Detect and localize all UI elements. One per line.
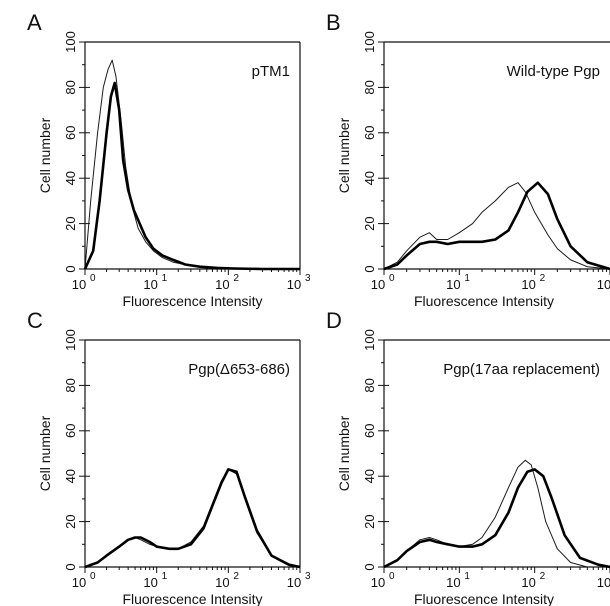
x-tick-label: 10 bbox=[521, 575, 535, 590]
y-tick-label: 20 bbox=[362, 514, 377, 528]
y-tick-label: 40 bbox=[362, 171, 377, 185]
y-tick-label: 0 bbox=[63, 563, 78, 570]
y-tick-label: 80 bbox=[362, 80, 377, 94]
x-tick-exponent: 1 bbox=[162, 273, 168, 284]
y-tick-label: 40 bbox=[362, 469, 377, 483]
y-tick-label: 40 bbox=[63, 469, 78, 483]
x-tick-label: 10 bbox=[72, 277, 86, 292]
y-tick-label: 60 bbox=[63, 424, 78, 438]
x-tick-label: 10 bbox=[143, 575, 157, 590]
panel-letter: C bbox=[27, 308, 43, 333]
y-tick-label: 60 bbox=[63, 126, 78, 140]
panel-label: Wild-type Pgp bbox=[507, 63, 600, 80]
x-tick-label: 10 bbox=[446, 575, 460, 590]
y-tick-label: 0 bbox=[63, 265, 78, 272]
y-tick-label: 80 bbox=[63, 80, 78, 94]
x-tick-exponent: 1 bbox=[464, 571, 470, 582]
x-tick-exponent: 0 bbox=[389, 571, 395, 582]
x-tick-exponent: 1 bbox=[162, 571, 168, 582]
panel-label: pTM1 bbox=[252, 63, 290, 80]
panel-letter: D bbox=[326, 308, 342, 333]
x-tick-label: 10 bbox=[521, 277, 535, 292]
x-axis-title: Fluorescence Intensity bbox=[122, 591, 262, 606]
series-line-thick bbox=[83, 81, 300, 271]
y-tick-label: 100 bbox=[362, 31, 377, 53]
x-tick-label: 10 bbox=[371, 277, 385, 292]
x-tick-label: 10 bbox=[143, 277, 157, 292]
x-tick-exponent: 2 bbox=[540, 571, 546, 582]
x-axis-title: Fluorescence Intensity bbox=[414, 293, 554, 309]
x-tick-label: 10 bbox=[446, 277, 460, 292]
y-tick-label: 40 bbox=[63, 171, 78, 185]
series-line-thin bbox=[84, 468, 301, 568]
x-tick-label: 10 bbox=[371, 575, 385, 590]
y-axis-title: Cell number bbox=[37, 415, 53, 491]
x-tick-label: 10 bbox=[597, 277, 610, 292]
y-axis-title: Cell number bbox=[336, 117, 352, 193]
x-tick-exponent: 0 bbox=[90, 571, 96, 582]
x-tick-exponent: 3 bbox=[305, 273, 311, 284]
x-tick-exponent: 0 bbox=[90, 273, 96, 284]
panel-label: Pgp(17aa replacement) bbox=[443, 361, 600, 378]
y-tick-label: 100 bbox=[362, 329, 377, 351]
y-tick-label: 60 bbox=[362, 424, 377, 438]
x-tick-label: 10 bbox=[72, 575, 86, 590]
x-axis-title: Fluorescence Intensity bbox=[122, 293, 262, 309]
x-tick-exponent: 1 bbox=[464, 273, 470, 284]
x-tick-label: 10 bbox=[215, 575, 229, 590]
y-tick-label: 80 bbox=[63, 378, 78, 392]
y-tick-label: 20 bbox=[63, 514, 78, 528]
y-tick-label: 20 bbox=[362, 216, 377, 230]
series-line-thick bbox=[383, 181, 610, 271]
series-line-thin bbox=[383, 459, 610, 568]
y-axis-title: Cell number bbox=[336, 415, 352, 491]
y-tick-label: 0 bbox=[362, 563, 377, 570]
x-tick-label: 10 bbox=[597, 575, 610, 590]
y-tick-label: 60 bbox=[362, 126, 377, 140]
y-tick-label: 20 bbox=[63, 216, 78, 230]
panel-letter: B bbox=[326, 10, 341, 35]
x-tick-exponent: 2 bbox=[233, 273, 239, 284]
panel-label: Pgp(Δ653-686) bbox=[188, 361, 290, 378]
x-tick-exponent: 2 bbox=[540, 273, 546, 284]
y-tick-label: 80 bbox=[362, 378, 377, 392]
y-tick-label: 0 bbox=[362, 265, 377, 272]
x-tick-exponent: 0 bbox=[389, 273, 395, 284]
chart-panel-d: D020406080100100101102103Fluorescence In… bbox=[326, 308, 610, 606]
x-axis-title: Fluorescence Intensity bbox=[414, 591, 554, 606]
series-line-thick bbox=[383, 468, 610, 569]
x-tick-label: 10 bbox=[287, 575, 301, 590]
chart-panel-b: B020406080100100101102103Fluorescence In… bbox=[326, 10, 610, 309]
y-tick-label: 100 bbox=[63, 329, 78, 351]
y-tick-label: 100 bbox=[63, 31, 78, 53]
y-axis-title: Cell number bbox=[37, 117, 53, 193]
x-tick-exponent: 2 bbox=[233, 571, 239, 582]
x-tick-label: 10 bbox=[215, 277, 229, 292]
x-tick-exponent: 3 bbox=[305, 571, 311, 582]
series-line-thin bbox=[383, 182, 610, 270]
series-line-thick bbox=[84, 468, 301, 569]
x-tick-label: 10 bbox=[287, 277, 301, 292]
panel-letter: A bbox=[27, 10, 42, 35]
